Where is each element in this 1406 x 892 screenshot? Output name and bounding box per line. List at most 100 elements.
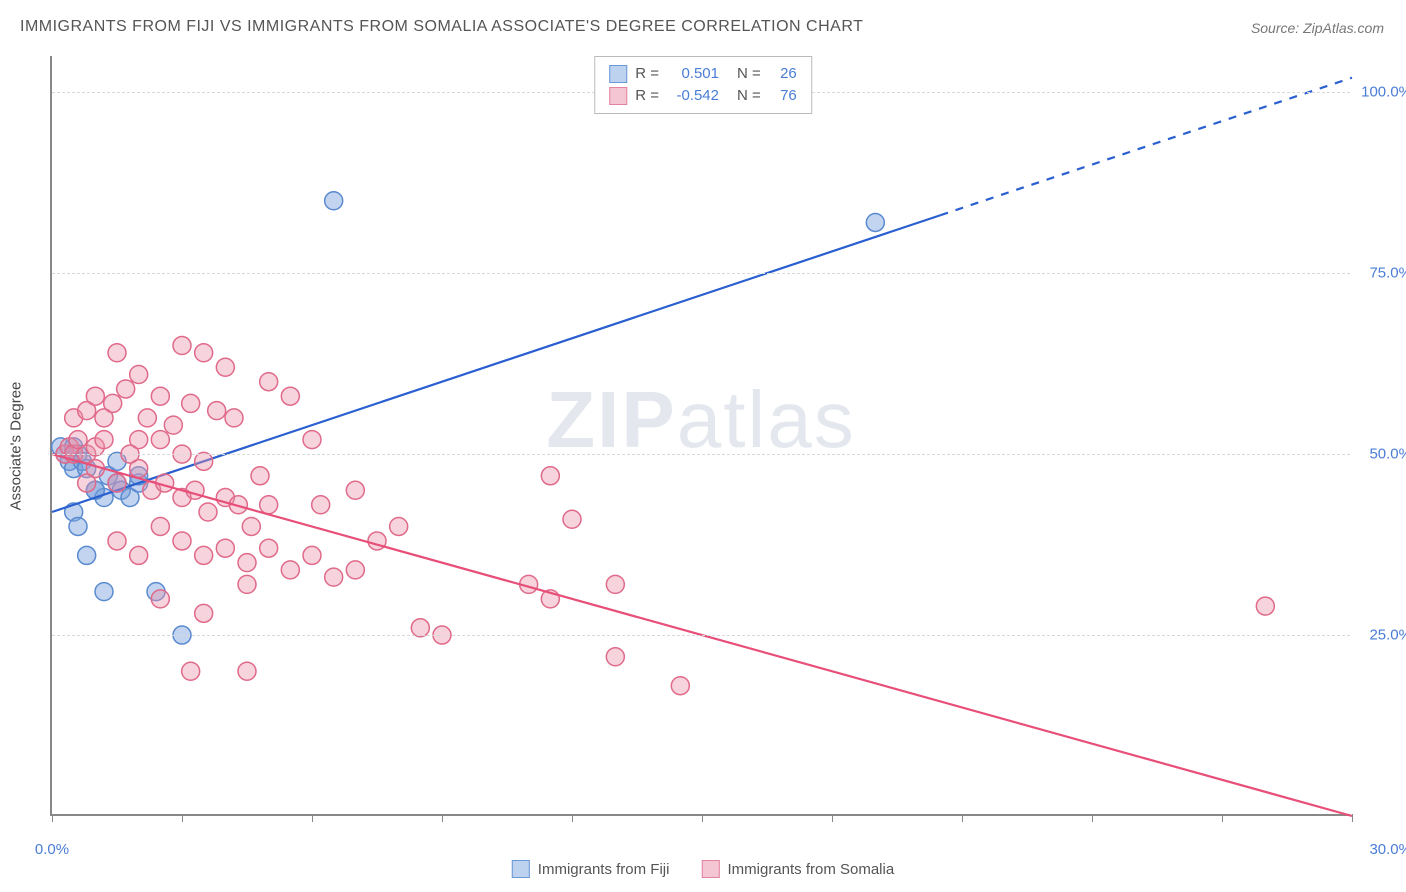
scatter-point <box>260 496 278 514</box>
scatter-point <box>563 510 581 528</box>
legend-swatch <box>701 860 719 878</box>
n-label: N = <box>737 63 761 85</box>
scatter-point <box>390 517 408 535</box>
scatter-point <box>182 662 200 680</box>
scatter-point <box>199 503 217 521</box>
scatter-point <box>238 554 256 572</box>
y-axis-label: Associate's Degree <box>8 382 25 511</box>
scatter-point <box>95 431 113 449</box>
scatter-point <box>151 590 169 608</box>
legend-series-item: Immigrants from Somalia <box>701 860 894 878</box>
scatter-point <box>216 539 234 557</box>
gridline <box>52 635 1350 636</box>
x-tick <box>702 814 703 822</box>
y-tick-label: 75.0% <box>1369 265 1406 282</box>
plot-area: ZIPatlas 25.0%50.0%75.0%100.0%0.0%30.0% <box>50 56 1350 816</box>
chart-title: IMMIGRANTS FROM FIJI VS IMMIGRANTS FROM … <box>20 18 863 36</box>
legend-stat-row: R = 0.501 N = 26 <box>609 63 797 85</box>
scatter-point <box>281 387 299 405</box>
scatter-point <box>238 662 256 680</box>
scatter-point <box>260 373 278 391</box>
x-tick-label: 30.0% <box>1369 841 1406 858</box>
scatter-point <box>86 387 104 405</box>
legend-swatch <box>609 87 627 105</box>
scatter-point <box>130 546 148 564</box>
scatter-point <box>303 546 321 564</box>
scatter-point <box>130 365 148 383</box>
scatter-point <box>251 467 269 485</box>
x-tick <box>572 814 573 822</box>
legend-stats: R = 0.501 N = 26 R = -0.542 N = 76 <box>594 56 812 114</box>
n-value: 76 <box>769 85 797 107</box>
legend-swatch <box>609 65 627 83</box>
scatter-point <box>346 561 364 579</box>
scatter-point <box>78 546 96 564</box>
scatter-point <box>242 517 260 535</box>
source-attribution: Source: ZipAtlas.com <box>1251 20 1384 36</box>
legend-series-label: Immigrants from Fiji <box>538 861 670 878</box>
scatter-point <box>195 344 213 362</box>
scatter-point <box>260 539 278 557</box>
x-tick <box>182 814 183 822</box>
legend-series-label: Immigrants from Somalia <box>727 861 894 878</box>
scatter-point <box>69 517 87 535</box>
scatter-point <box>138 409 156 427</box>
scatter-point <box>182 394 200 412</box>
scatter-point <box>541 467 559 485</box>
scatter-point <box>606 575 624 593</box>
y-tick-label: 50.0% <box>1369 446 1406 463</box>
scatter-point <box>173 532 191 550</box>
n-value: 26 <box>769 63 797 85</box>
scatter-point <box>108 474 126 492</box>
x-tick <box>962 814 963 822</box>
scatter-point <box>303 431 321 449</box>
scatter-point <box>195 546 213 564</box>
scatter-point <box>238 575 256 593</box>
scatter-point <box>108 532 126 550</box>
scatter-point <box>312 496 330 514</box>
legend-swatch <box>512 860 530 878</box>
scatter-point <box>1256 597 1274 615</box>
scatter-point <box>195 604 213 622</box>
r-value: -0.542 <box>667 85 719 107</box>
x-tick <box>312 814 313 822</box>
scatter-point <box>117 380 135 398</box>
scatter-point <box>346 481 364 499</box>
x-tick <box>1222 814 1223 822</box>
scatter-point <box>95 583 113 601</box>
scatter-point <box>225 409 243 427</box>
gridline <box>52 273 1350 274</box>
scatter-point <box>606 648 624 666</box>
scatter-point <box>108 344 126 362</box>
scatter-point <box>866 213 884 231</box>
scatter-point <box>151 431 169 449</box>
scatter-point <box>151 517 169 535</box>
x-tick <box>52 814 53 822</box>
legend-series: Immigrants from Fiji Immigrants from Soma… <box>512 860 894 878</box>
scatter-point <box>325 192 343 210</box>
scatter-point <box>671 677 689 695</box>
x-tick-label: 0.0% <box>35 841 69 858</box>
r-value: 0.501 <box>667 63 719 85</box>
gridline <box>52 454 1350 455</box>
scatter-point <box>151 387 169 405</box>
scatter-point <box>164 416 182 434</box>
plot-svg <box>52 56 1350 814</box>
x-tick <box>1352 814 1353 822</box>
r-label: R = <box>635 85 659 107</box>
r-label: R = <box>635 63 659 85</box>
x-tick <box>832 814 833 822</box>
regression-line <box>52 215 940 512</box>
scatter-point <box>216 358 234 376</box>
scatter-point <box>325 568 343 586</box>
regression-line-dashed <box>940 78 1352 216</box>
scatter-point <box>173 337 191 355</box>
x-tick <box>442 814 443 822</box>
legend-series-item: Immigrants from Fiji <box>512 860 670 878</box>
legend-stat-row: R = -0.542 N = 76 <box>609 85 797 107</box>
n-label: N = <box>737 85 761 107</box>
y-tick-label: 25.0% <box>1369 627 1406 644</box>
scatter-point <box>104 394 122 412</box>
scatter-point <box>208 402 226 420</box>
y-tick-label: 100.0% <box>1361 84 1406 101</box>
